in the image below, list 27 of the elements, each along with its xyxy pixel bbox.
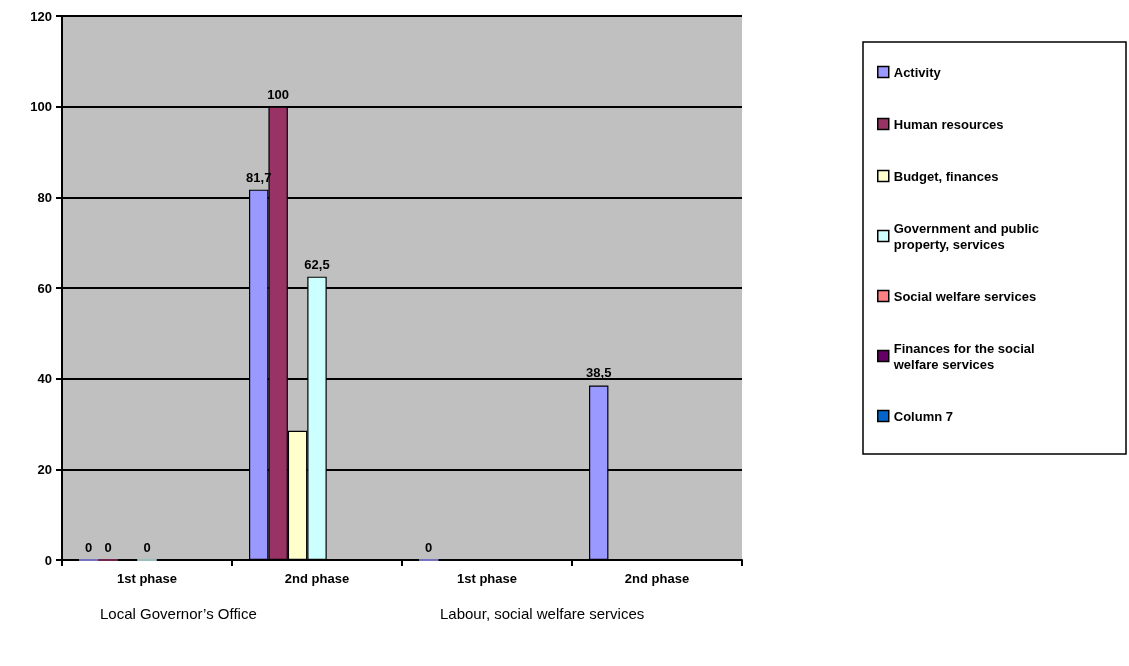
data-label: 100 bbox=[267, 86, 289, 102]
legend-label: Budget, finances bbox=[893, 168, 999, 184]
x-tick-label: 1st phase bbox=[117, 571, 177, 586]
legend-label: Activity bbox=[893, 64, 942, 80]
y-tick-label: 0 bbox=[44, 552, 52, 568]
data-label: 0 bbox=[85, 539, 93, 555]
legend-label: Human resources bbox=[893, 116, 1004, 132]
data-label: 62,5 bbox=[304, 256, 330, 272]
data-label: 0 bbox=[143, 539, 151, 555]
y-tick-label: 40 bbox=[37, 371, 52, 387]
data-label: 0 bbox=[425, 539, 433, 555]
text: Local Governor’s Office bbox=[100, 605, 257, 622]
data-label: 38,5 bbox=[586, 365, 612, 381]
legend-label: Government and public property, services bbox=[893, 220, 1043, 252]
y-tick-label: 20 bbox=[37, 461, 52, 477]
legend-label: Social welfare services bbox=[893, 288, 1037, 304]
y-tick-label: 100 bbox=[30, 99, 52, 115]
x-tick-label: 2nd phase bbox=[624, 571, 690, 586]
x-tick-label: 1st phase bbox=[457, 571, 517, 586]
legend-label: Finances for the social welfare services bbox=[892, 340, 1039, 372]
text: Labour, social welfare services bbox=[440, 605, 645, 622]
y-tick-label: 60 bbox=[37, 280, 52, 296]
data-label: 0 bbox=[104, 539, 112, 555]
x-tick-label: 2nd phase bbox=[284, 571, 350, 586]
legend-label: Column 7 bbox=[893, 408, 953, 424]
y-tick-label: 80 bbox=[37, 189, 52, 205]
y-tick-label: 120 bbox=[30, 8, 52, 24]
